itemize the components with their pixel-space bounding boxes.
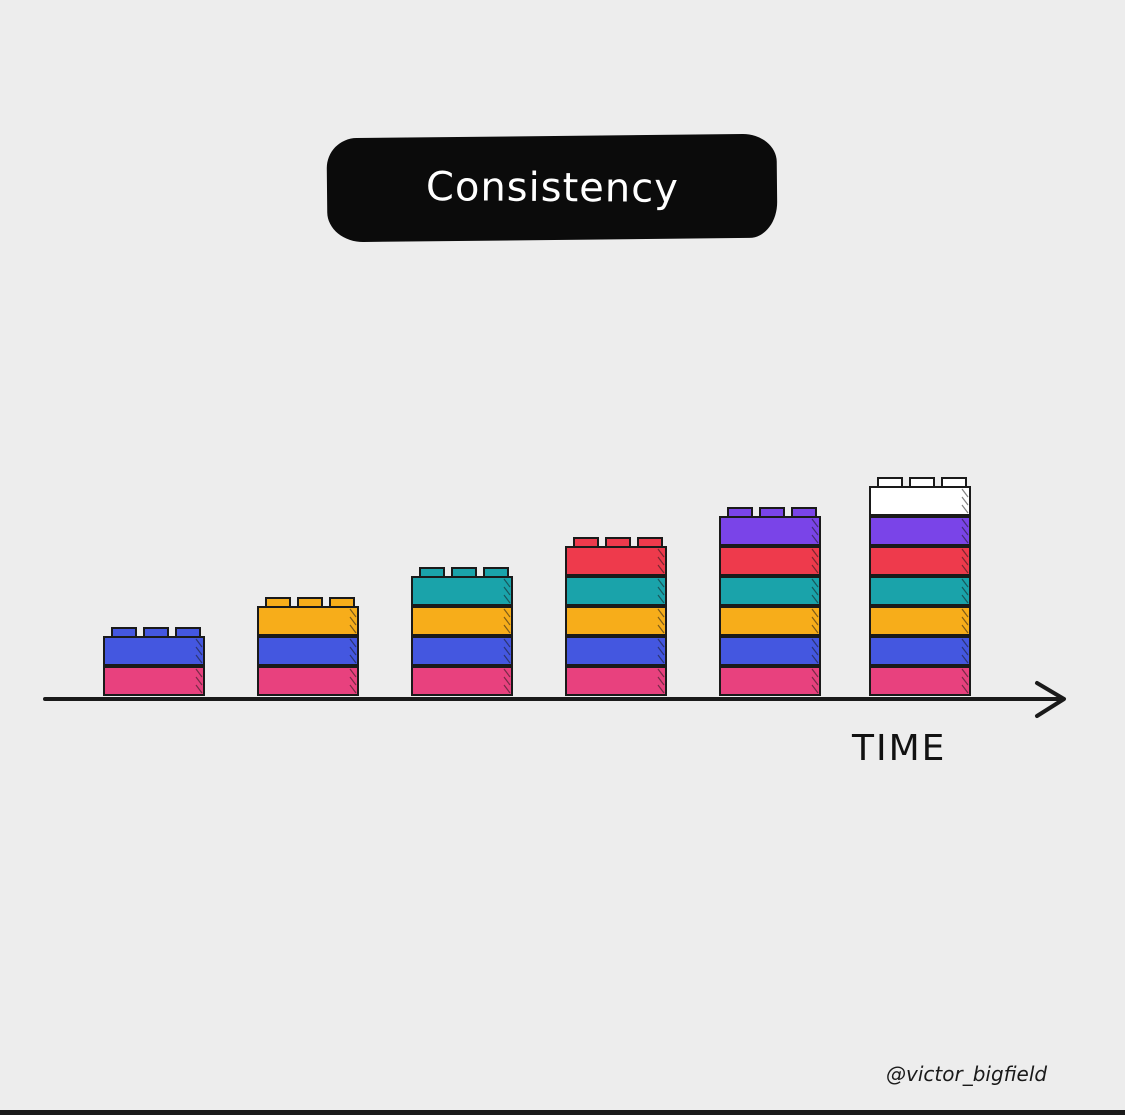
brick-shading <box>811 548 819 574</box>
brick-stud <box>297 597 323 608</box>
brick-blue <box>719 636 821 666</box>
brick-blue <box>565 636 667 666</box>
brick-shading <box>961 638 969 664</box>
brick-teal <box>869 576 971 606</box>
brick-teal <box>411 576 513 606</box>
brick-shading <box>961 548 969 574</box>
brick-stud <box>483 567 509 578</box>
brick-stud <box>265 597 291 608</box>
brick-shading <box>811 668 819 694</box>
author-credit: @victor_bigfield <box>886 1062 1048 1086</box>
brick-shading <box>195 638 203 664</box>
brick-shading <box>961 668 969 694</box>
brick-shading <box>961 608 969 634</box>
brick-stack <box>411 567 513 696</box>
brick-shading <box>811 578 819 604</box>
brick-shading <box>657 578 665 604</box>
brick-shading <box>657 548 665 574</box>
brick-pink <box>103 666 205 696</box>
time-axis-arrowhead <box>1035 681 1066 718</box>
brick-blue <box>257 636 359 666</box>
brick-stud <box>143 627 169 638</box>
brick-orange <box>257 606 359 636</box>
brick-purple <box>719 516 821 546</box>
brick-stud <box>419 567 445 578</box>
brick-stack <box>103 627 205 696</box>
brick-pink <box>257 666 359 696</box>
brick-orange <box>411 606 513 636</box>
brick-shading <box>657 668 665 694</box>
brick-stud <box>759 507 785 518</box>
brick-shading <box>961 488 969 514</box>
brick-orange <box>565 606 667 636</box>
brick-shading <box>657 638 665 664</box>
brick-blue <box>103 636 205 666</box>
axis-label-time: TIME <box>852 728 947 769</box>
brick-orange <box>869 606 971 636</box>
brick-pink <box>869 666 971 696</box>
brick-shading <box>503 608 511 634</box>
brick-shading <box>503 638 511 664</box>
brick-teal <box>565 576 667 606</box>
brick-shading <box>961 518 969 544</box>
brick-stud <box>605 537 631 548</box>
brick-blue <box>411 636 513 666</box>
brick-shading <box>811 638 819 664</box>
brick-pink <box>411 666 513 696</box>
brick-shading <box>503 578 511 604</box>
brick-shading <box>961 578 969 604</box>
brick-stud <box>727 507 753 518</box>
brick-shading <box>657 608 665 634</box>
brick-stud <box>329 597 355 608</box>
brick-stack <box>257 597 359 696</box>
brick-teal <box>719 576 821 606</box>
brick-stud <box>877 477 903 488</box>
brick-white <box>869 486 971 516</box>
brick-stud <box>175 627 201 638</box>
brick-stack <box>869 477 971 696</box>
brick-stud <box>451 567 477 578</box>
brick-pink <box>719 666 821 696</box>
brick-shading <box>503 668 511 694</box>
bottom-border <box>0 1110 1125 1115</box>
brick-shading <box>811 608 819 634</box>
brick-stud <box>909 477 935 488</box>
brick-red <box>869 546 971 576</box>
brick-shading <box>811 518 819 544</box>
brick-purple <box>869 516 971 546</box>
brick-shading <box>349 608 357 634</box>
brick-red <box>565 546 667 576</box>
brick-stack <box>565 537 667 696</box>
brick-shading <box>195 668 203 694</box>
brick-stud <box>941 477 967 488</box>
brick-stud <box>111 627 137 638</box>
brick-stack <box>719 507 821 696</box>
brick-red <box>719 546 821 576</box>
brick-orange <box>719 606 821 636</box>
brick-blue <box>869 636 971 666</box>
brick-shading <box>349 668 357 694</box>
brick-shading <box>349 638 357 664</box>
brick-stud <box>573 537 599 548</box>
brick-stud <box>637 537 663 548</box>
brick-pink <box>565 666 667 696</box>
brick-stud <box>791 507 817 518</box>
